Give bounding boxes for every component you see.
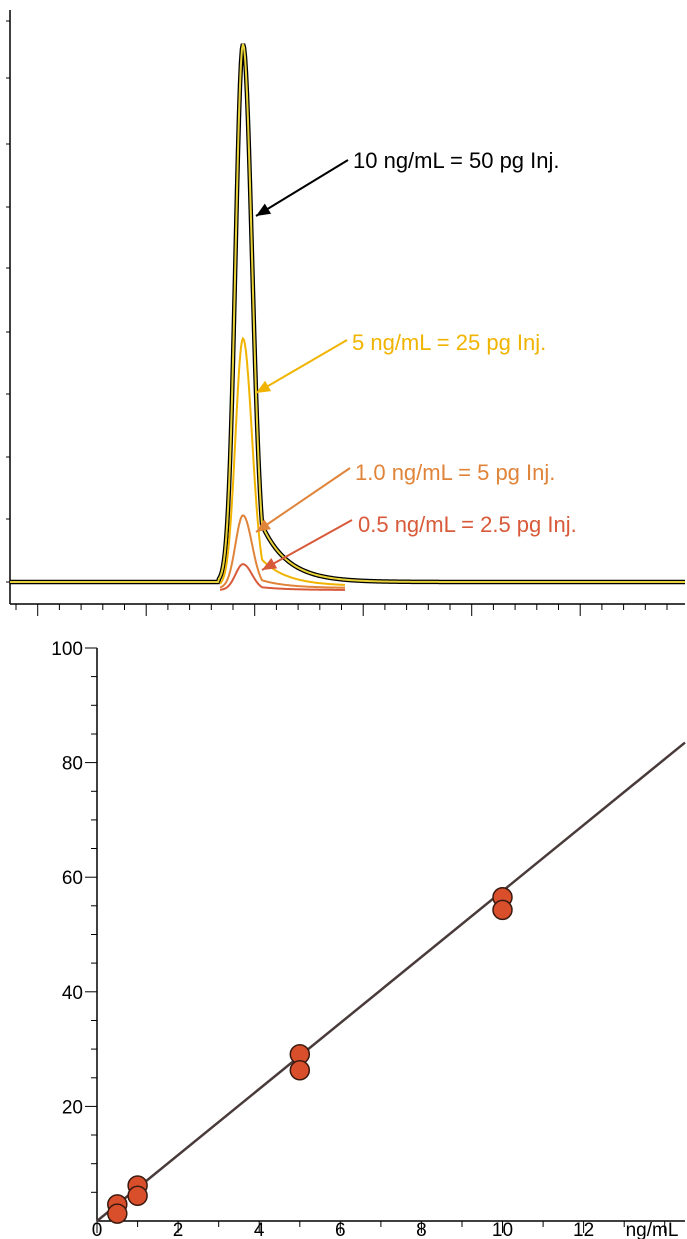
series-label: 5 ng/mL = 25 pg Inj. xyxy=(352,330,546,355)
calibration-x-tick-label: 10 xyxy=(492,1220,513,1239)
annotation-arrow-line xyxy=(261,519,353,571)
chromatogram-y-ticks xyxy=(6,20,10,583)
calibration-x-tick-label: 2 xyxy=(173,1220,184,1239)
chromatogram-trace-outline xyxy=(10,43,685,585)
chromatogram-trace-1 xyxy=(219,336,346,586)
calibration-y-tick-label: 60 xyxy=(62,868,83,889)
chromatogram-trace-10ng xyxy=(10,43,685,583)
annotation-arrow-head xyxy=(256,519,271,532)
calibration-point xyxy=(492,899,513,921)
calibration-y-ticks: 20 40 60 80 100 xyxy=(51,639,97,1193)
calibration-panel: 20 40 60 80 100 0 2 4 6 8 10 12 ng/mL xyxy=(51,639,686,1239)
calibration-x-tick-label: 6 xyxy=(335,1220,346,1239)
chromatogram-trace-2 xyxy=(219,514,346,589)
series-label: 0.5 ng/mL = 2.5 pg Inj. xyxy=(358,512,577,537)
calibration-x-tick-label: 12 xyxy=(573,1220,594,1239)
chromatogram-annotations: 10 ng/mL = 50 pg Inj. 5 ng/mL = 25 pg Inj… xyxy=(255,148,577,571)
annotation-arrow-line xyxy=(255,159,349,217)
annotation-arrow-line xyxy=(255,467,351,533)
calibration-point xyxy=(127,1185,148,1207)
calibration-x-tick-label: 8 xyxy=(416,1220,427,1239)
calibration-fit-line-group xyxy=(96,741,686,1222)
calibration-x-tick-label: 4 xyxy=(254,1220,265,1239)
series-label: 10 ng/mL = 50 pg Inj. xyxy=(353,148,560,173)
annotation-arrow-head xyxy=(256,203,272,216)
calibration-x-ticks: 0 2 4 6 8 10 12 xyxy=(92,1220,666,1239)
series-label: 1.0 ng/mL = 5 pg Inj. xyxy=(355,460,555,485)
calibration-y-tick-label: 40 xyxy=(62,983,83,1004)
chromatogram-traces xyxy=(10,43,685,591)
calibration-point xyxy=(289,1060,311,1081)
calibration-fit-line xyxy=(96,741,686,1222)
annotation-arrow-head xyxy=(256,380,272,393)
calibration-x-tick-label: 0 xyxy=(92,1220,103,1239)
chromatogram-panel: 10 ng/mL = 50 pg Inj. 5 ng/mL = 25 pg Inj… xyxy=(6,10,685,616)
annotation-arrow-head xyxy=(262,558,278,570)
chromatogram-x-ticks xyxy=(15,604,668,616)
calibration-y-tick-label: 80 xyxy=(62,754,83,775)
calibration-y-tick-label: 100 xyxy=(51,639,83,660)
calibration-y-tick-label: 20 xyxy=(62,1097,83,1118)
chromatogram-trace-3 xyxy=(219,563,346,591)
calibration-point xyxy=(107,1203,128,1224)
annotation-arrow-line xyxy=(255,339,348,394)
calibration-x-label: ng/mL xyxy=(626,1220,679,1239)
calibration-points xyxy=(107,887,513,1224)
